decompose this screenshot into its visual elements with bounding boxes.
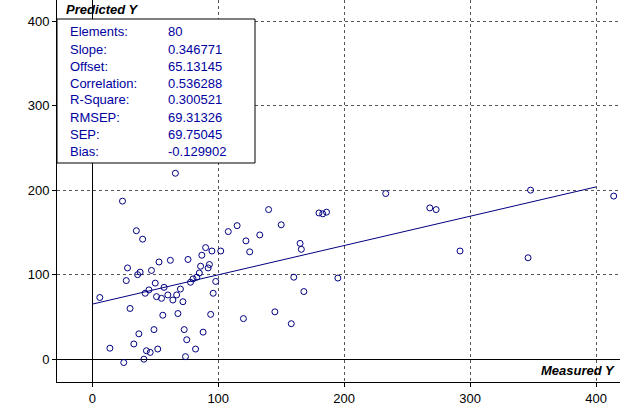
svg-text:Slope:: Slope: (70, 42, 107, 57)
svg-text:65.13145: 65.13145 (168, 59, 222, 74)
svg-text:200: 200 (28, 183, 50, 198)
svg-text:0.300521: 0.300521 (168, 92, 222, 107)
svg-text:200: 200 (333, 391, 355, 406)
svg-text:Correlation:: Correlation: (70, 76, 137, 91)
svg-text:0: 0 (89, 391, 96, 406)
svg-text:Offset:: Offset: (70, 59, 108, 74)
svg-text:0.346771: 0.346771 (168, 42, 222, 57)
svg-text:R-Square:: R-Square: (70, 92, 129, 107)
svg-text:300: 300 (459, 391, 481, 406)
svg-text:69.75045: 69.75045 (168, 127, 222, 142)
svg-text:400: 400 (585, 391, 607, 406)
svg-text:100: 100 (207, 391, 229, 406)
svg-text:-0.129902: -0.129902 (168, 144, 227, 159)
svg-text:400: 400 (28, 14, 50, 29)
svg-text:RMSEP:: RMSEP: (70, 110, 120, 125)
svg-text:80: 80 (168, 24, 182, 39)
svg-text:SEP:: SEP: (70, 127, 100, 142)
svg-text:69.31326: 69.31326 (168, 110, 222, 125)
svg-text:100: 100 (28, 267, 50, 282)
svg-text:0.536288: 0.536288 (168, 76, 222, 91)
svg-text:0: 0 (42, 352, 49, 367)
svg-text:Bias:: Bias: (70, 144, 99, 159)
svg-text:Measured Y: Measured Y (541, 363, 615, 378)
svg-text:300: 300 (28, 98, 50, 113)
svg-text:Elements:: Elements: (70, 24, 128, 39)
svg-text:Predicted Y: Predicted Y (66, 2, 139, 17)
